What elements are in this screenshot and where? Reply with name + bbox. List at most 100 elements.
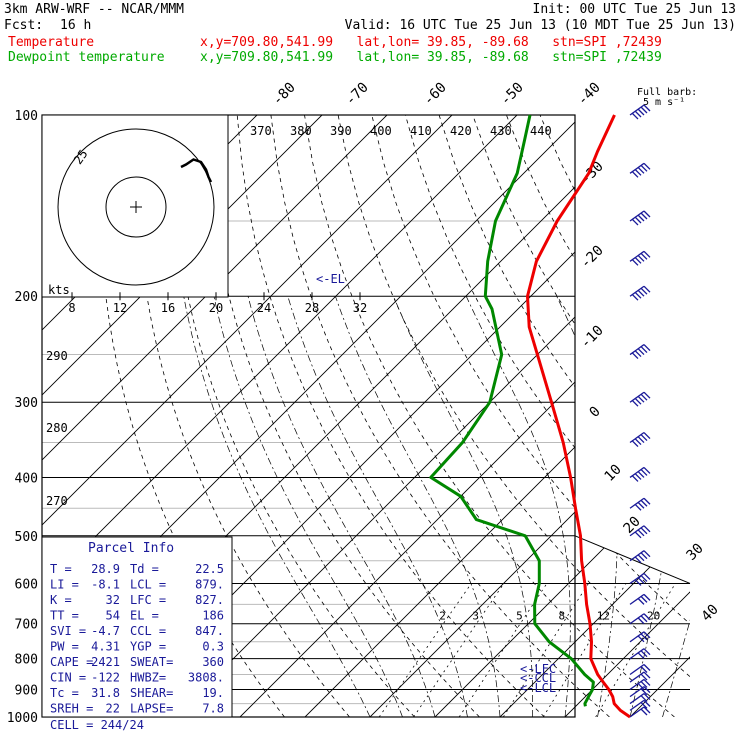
wind-barb-feather <box>637 470 645 478</box>
parcel-param-label: SVI = <box>50 624 86 638</box>
wind-barb-feather <box>640 701 648 709</box>
isotherm <box>629 115 690 717</box>
hodograph-ring-label: 25 <box>71 147 91 167</box>
parcel-param-value: 0.3 <box>202 640 224 654</box>
wind-barb-feather <box>643 699 651 707</box>
parcel-param-label: T = <box>50 562 72 576</box>
parcel-info-panel: Parcel Info T = 28.9 Td = 22.5 LI = -8.1 LCL = 8… <box>41 536 233 732</box>
dry-adiabat <box>606 115 690 717</box>
wind-barb-feather <box>643 104 651 112</box>
moist-adiabat <box>393 296 533 717</box>
wind-barb-feather <box>640 666 648 673</box>
wind-barb <box>629 593 651 605</box>
isotherm-label: -70 <box>343 80 372 109</box>
hodograph-tick-label: 28 <box>305 301 319 315</box>
wind-barb-feather <box>643 664 651 671</box>
parcel-param-label: HWBZ= <box>130 671 166 685</box>
theta-label: 400 <box>370 124 392 138</box>
pressure-tick-label: 100 <box>15 109 38 124</box>
theta-label: 420 <box>450 124 472 138</box>
hodograph-tick-label: 20 <box>209 301 223 315</box>
wind-barb-feather <box>640 633 648 641</box>
wind-barb-feather <box>634 110 642 118</box>
wind-barb-feather <box>640 287 648 295</box>
wind-barb-feather <box>634 291 642 299</box>
wind-barb-feather <box>640 673 648 681</box>
moist-adiabat <box>662 296 690 717</box>
isotherm-label: 30 <box>684 541 707 564</box>
theta-label: 440 <box>530 124 552 138</box>
isotherm-label: 40 <box>699 602 722 625</box>
wind-barb <box>629 706 651 718</box>
isotherm <box>239 115 690 717</box>
wind-barb <box>629 686 651 698</box>
wind-barb-feather <box>640 552 648 560</box>
wind-barb-staff <box>629 678 645 690</box>
dry-adiabat <box>169 115 415 717</box>
hodograph-tick-label: 32 <box>353 301 367 315</box>
dry-adiabat <box>405 115 690 717</box>
wind-barb <box>629 648 651 660</box>
parcel-param-label: YGP = <box>130 640 166 654</box>
wind-barb <box>629 285 651 301</box>
mixing-ratio-line <box>458 583 548 717</box>
wind-barb-feather <box>634 350 642 358</box>
wind-barb-staff <box>629 693 645 705</box>
temperature-location: x,y=709.80,541.99 lat,lon= 39.85, -89.68… <box>200 35 662 50</box>
parcel-param-label: SREH = <box>50 702 93 716</box>
parcel-param-label: LCL = <box>130 578 166 592</box>
wind-barb-feather <box>637 395 645 403</box>
wind-barb-feather <box>643 631 651 639</box>
wind-barb-feather <box>640 252 648 260</box>
wind-barb-staff <box>629 699 645 711</box>
dry-adiabat <box>236 115 545 717</box>
wind-barb <box>629 391 651 407</box>
parcel-param-value: 4.31 <box>91 640 120 654</box>
wind-barb-feather <box>631 293 639 301</box>
parcel-param-value: 2421 <box>91 655 120 669</box>
wind-barb-feather <box>637 635 645 643</box>
theta-label: 380 <box>290 124 312 138</box>
wind-barb-staff <box>629 631 645 643</box>
parcel-param-label: SHEAR= <box>130 686 173 700</box>
mixing-ratio-label: 3 <box>472 610 479 623</box>
fcst-value: 16 h <box>60 18 92 33</box>
parcel-param-label: Td = <box>130 562 159 576</box>
isotherm-label: -60 <box>421 80 450 109</box>
wind-barb-feather <box>640 650 648 658</box>
wind-barb-feather <box>637 682 645 690</box>
wind-barb <box>629 432 651 447</box>
wind-barb-staff <box>629 663 645 676</box>
wind-barb-feather <box>640 688 648 696</box>
mixing-ratio-line <box>413 583 505 717</box>
wind-barb <box>629 663 651 676</box>
isotherm <box>42 115 388 717</box>
parcel-param-value: 3808. <box>188 671 224 685</box>
wind-barb <box>629 497 651 511</box>
parcel-param-label: CCL = <box>130 624 166 638</box>
wind-barb-staff <box>629 525 645 537</box>
wind-barb-feather <box>637 348 645 356</box>
wind-barb-feather <box>634 556 642 564</box>
wind-barb-feather <box>637 289 645 297</box>
wind-barb-staff <box>629 613 645 625</box>
model-title: 3km ARW-WRF -- NCAR/MMM <box>4 2 185 17</box>
parcel-param-value: -122 <box>91 671 120 685</box>
wind-barb-feather <box>640 346 648 354</box>
wind-barb <box>629 210 651 226</box>
parcel-param-value: -8.1 <box>91 578 120 592</box>
ccl-label: <-CCL <box>520 671 556 685</box>
el-label: <-EL <box>316 272 345 286</box>
isotherm-label: -50 <box>498 80 527 109</box>
wind-barb-feather <box>643 525 651 533</box>
wind-barb-feather <box>634 472 642 480</box>
parcel-param-value: 7.8 <box>202 702 224 716</box>
wind-barb <box>629 104 651 120</box>
init-time: Init: 00 UTC Tue 25 Jun 13 <box>532 2 737 17</box>
parcel-param-label: LAPSE= <box>130 702 173 716</box>
wind-barb-feather <box>640 434 648 441</box>
wind-barb-feather <box>640 164 648 172</box>
wind-barb-staff <box>629 550 645 562</box>
parcel-param-value: 360 <box>202 655 224 669</box>
parcel-param-label: PW = <box>50 640 79 654</box>
